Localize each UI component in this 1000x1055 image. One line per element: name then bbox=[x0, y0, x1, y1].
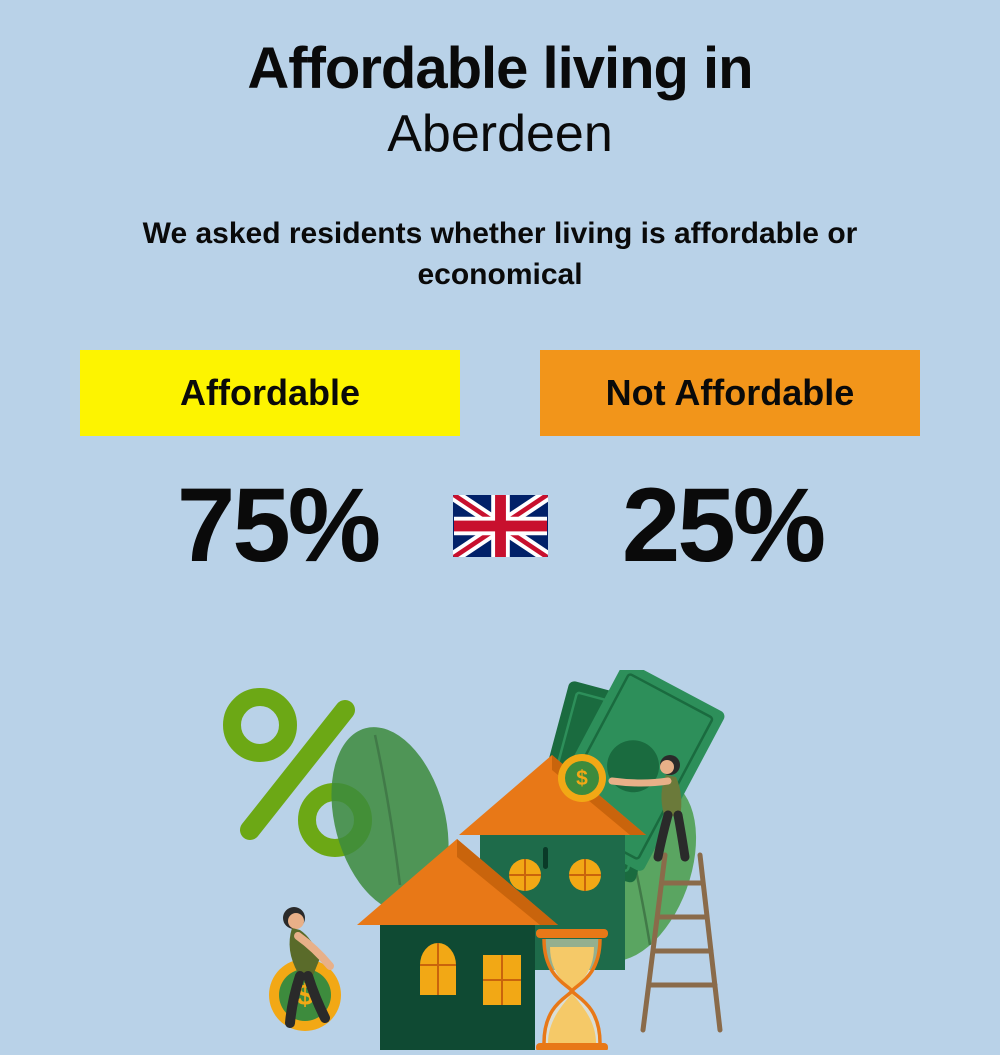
not-affordable-label: Not Affordable bbox=[540, 350, 920, 436]
labels-row: Affordable Not Affordable bbox=[0, 350, 1000, 436]
title-line2: Aberdeen bbox=[0, 104, 1000, 164]
not-affordable-value: 25% bbox=[583, 466, 863, 586]
subheading-text: We asked residents whether living is aff… bbox=[0, 214, 1000, 295]
affordable-value: 75% bbox=[138, 466, 418, 586]
values-row: 75% 25% bbox=[0, 466, 1000, 586]
affordable-label: Affordable bbox=[80, 350, 460, 436]
uk-flag-icon bbox=[453, 495, 548, 557]
title-line1: Affordable living in bbox=[0, 35, 1000, 102]
savings-illustration: $ $ bbox=[190, 670, 810, 1050]
svg-text:$: $ bbox=[576, 767, 588, 790]
